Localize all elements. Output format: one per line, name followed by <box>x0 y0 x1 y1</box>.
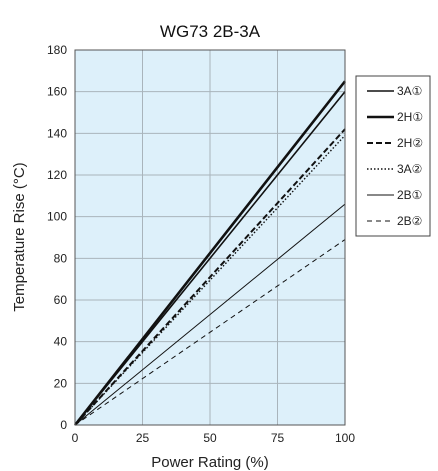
y-tick-label: 140 <box>47 126 67 140</box>
y-tick-label: 20 <box>54 376 68 390</box>
x-tick-label: 100 <box>335 431 355 445</box>
y-tick-label: 160 <box>47 85 67 99</box>
legend-label: 2B② <box>397 214 422 228</box>
x-tick-label: 0 <box>72 431 79 445</box>
legend-label: 3A② <box>397 162 422 176</box>
legend: 3A① 2H① 2H② 3A② 2B① 2B② <box>355 75 431 237</box>
x-tick-label: 50 <box>203 431 217 445</box>
x-axis: 0 25 50 75 100 <box>72 431 356 445</box>
y-tick-label: 60 <box>54 293 68 307</box>
legend-label: 3A① <box>397 84 422 98</box>
y-tick-label: 100 <box>47 210 67 224</box>
legend-label: 2H② <box>397 136 423 150</box>
x-tick-label: 25 <box>136 431 150 445</box>
grid-lines <box>75 50 345 425</box>
series-line-3 <box>74 128 346 426</box>
x-axis-title: Power Rating (%) <box>151 454 269 471</box>
x-tick-label: 75 <box>271 431 285 445</box>
y-tick-label: 120 <box>47 168 67 182</box>
legend-box <box>355 75 431 237</box>
legend-label: 2H① <box>397 110 423 124</box>
series-line-6 <box>74 239 346 426</box>
y-tick-label: 180 <box>47 43 67 57</box>
chart-title: WG73 2B-3A <box>160 22 261 41</box>
series-line-2 <box>73 80 347 426</box>
series-line-5 <box>74 203 346 426</box>
y-tick-label: 80 <box>54 251 68 265</box>
y-tick-label: 40 <box>54 335 68 349</box>
plot-frame <box>74 49 346 426</box>
series-line-4 <box>74 134 346 426</box>
series-lines <box>73 80 347 426</box>
y-axis: 0 20 40 60 80 100 120 140 160 180 <box>47 43 67 432</box>
y-tick-label: 0 <box>60 418 67 432</box>
legend-label: 2B① <box>397 188 422 202</box>
y-axis-title: Temperature Rise (°C) <box>11 162 28 311</box>
